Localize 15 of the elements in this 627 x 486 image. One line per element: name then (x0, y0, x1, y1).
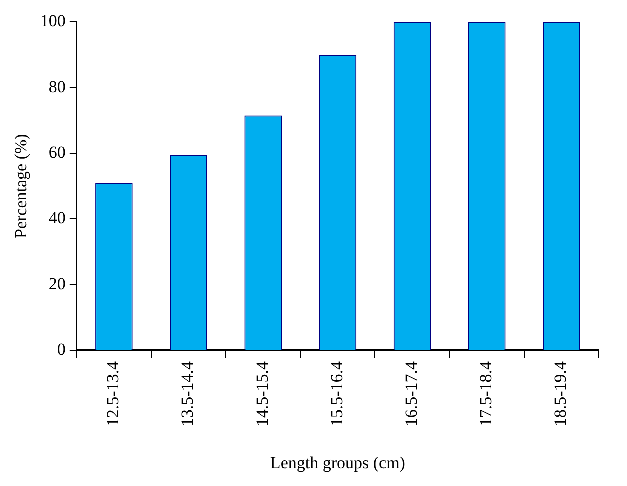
y-tick-label: 60 (48, 142, 66, 162)
y-tick-label: 100 (40, 12, 66, 31)
x-tick-label: 18.5-19.4 (551, 360, 570, 427)
x-tick-label: 12.5-13.4 (104, 360, 123, 427)
x-tick-label: 13.5-14.4 (178, 360, 198, 427)
y-tick-label: 40 (48, 208, 66, 228)
x-axis-title: Length groups (cm) (270, 453, 406, 472)
y-tick-label: 20 (48, 274, 66, 294)
y-axis-title: Percentage (%) (12, 134, 31, 238)
y-tick-label: 80 (48, 77, 66, 96)
x-tick-label: 14.5-15.4 (252, 360, 272, 427)
x-tick-label: 15.5-16.4 (327, 360, 346, 427)
x-tick-label: 17.5-18.4 (476, 360, 496, 427)
x-tick-label: 16.5-17.4 (402, 360, 422, 427)
y-tick-label: 0 (57, 340, 66, 359)
